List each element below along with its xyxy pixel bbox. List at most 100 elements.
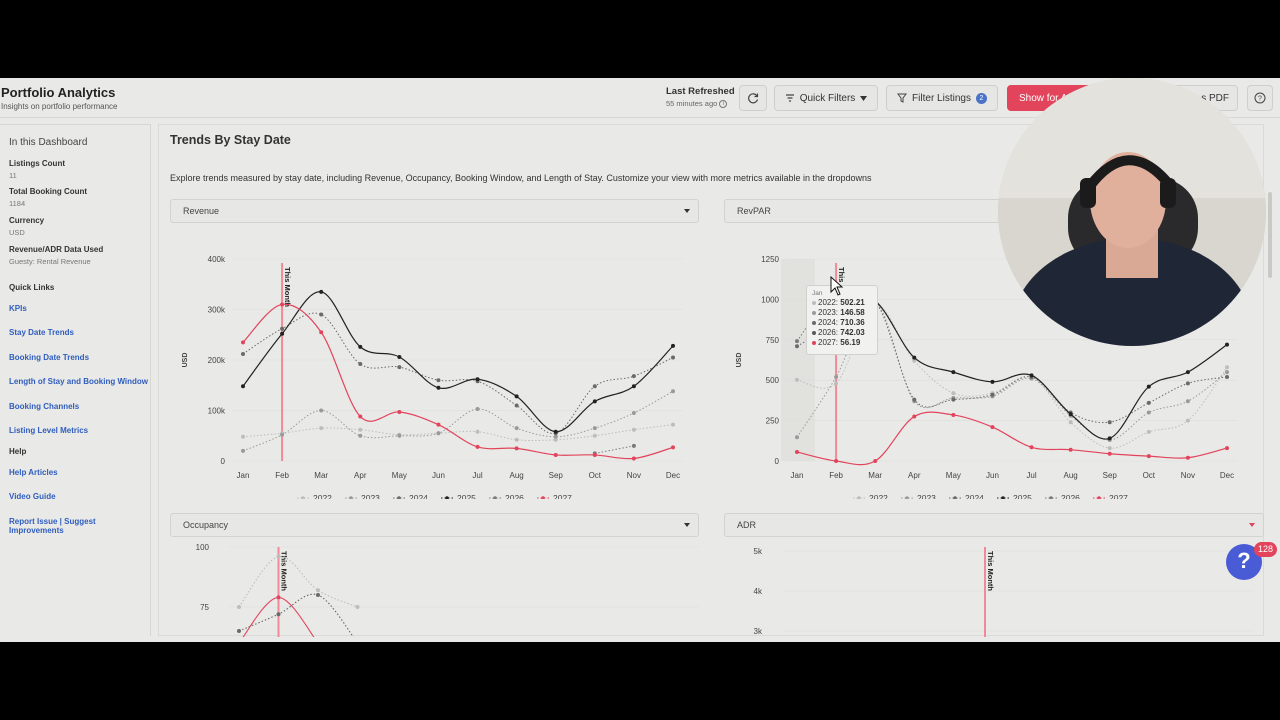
data-point-2025 [397, 354, 402, 359]
sidebar-link-report-issue[interactable]: Report Issue | Suggest Improvements [9, 517, 96, 535]
legend-label: 2027 [1109, 493, 1128, 499]
y-tick-label: 100 [196, 543, 210, 552]
series-line-2027 [242, 303, 674, 460]
sidebar-link-booking-channels[interactable]: Booking Channels [9, 402, 80, 411]
data-point-2025 [592, 399, 597, 404]
y-tick-label: 400k [208, 255, 226, 264]
data-point-2023 [280, 432, 285, 437]
legend-label: 2023 [361, 493, 380, 499]
data-point-2025 [1029, 373, 1034, 378]
adr-metric-dropdown[interactable]: ADR [724, 513, 1264, 537]
data-point-2027 [671, 445, 675, 450]
x-tick-label: Oct [1143, 471, 1156, 480]
data-point-2027 [990, 425, 995, 430]
legend-label: 2026 [1061, 493, 1080, 499]
tooltip-series-label: 2027: [818, 338, 841, 347]
legend-item-2024[interactable]: 2024 [393, 493, 428, 499]
data-point-2024 [358, 362, 363, 367]
adr-chart[interactable]: 3k 4k 5k This Month [714, 543, 1264, 637]
data-point-2024 [592, 384, 597, 389]
export-pdf-label: s PDF [1201, 92, 1229, 104]
sidebar-link-length-of-stay[interactable]: Length of Stay and Booking Window [9, 377, 149, 386]
data-point-2025 [319, 289, 324, 294]
caret-down-icon [684, 523, 690, 527]
sidebar-link-kpis[interactable]: KPIs [9, 304, 27, 313]
data-point-2024 [951, 397, 956, 402]
legend-item-2022[interactable]: 2022 [853, 493, 888, 499]
data-point-2022 [834, 381, 839, 386]
legend-item-2027[interactable]: 2027 [1093, 493, 1128, 499]
data-point-2022 [592, 433, 597, 438]
legend-item-2022[interactable]: 2022 [297, 493, 332, 499]
data-point-2025 [553, 429, 558, 434]
data-point-2025 [280, 331, 285, 336]
tooltip-series-label: 2022: [818, 298, 841, 307]
legend-item-2026[interactable]: 2026 [489, 493, 524, 499]
data-point-2025 [1225, 342, 1229, 347]
data-point-2022 [237, 605, 241, 609]
quick-filters-button[interactable]: Quick Filters [774, 85, 878, 111]
y-tick-label: 750 [766, 336, 780, 345]
legend-item-2027[interactable]: 2027 [537, 493, 572, 499]
data-point-2023 [834, 374, 839, 379]
data-point-2024 [319, 312, 324, 317]
help-chat-button[interactable]: ? [1226, 544, 1262, 580]
data-point-2022 [795, 377, 799, 382]
data-point-2024 [397, 365, 402, 370]
revenue-metric-dropdown[interactable]: Revenue [170, 199, 699, 223]
legend-label: 2024 [965, 493, 984, 499]
presenter-video-image [998, 78, 1266, 346]
data-point-2027 [1225, 446, 1229, 451]
data-point-2025 [241, 384, 245, 389]
legend-item-2023[interactable]: 2023 [345, 493, 380, 499]
legend-label: 2026 [505, 493, 524, 499]
x-tick-label: Mar [868, 471, 882, 480]
series-line-2027 [796, 411, 1228, 466]
data-point-2027 [631, 456, 636, 461]
chart-tooltip: Jan 2022: 502.21 2023: 146.58 2024: 710.36… [806, 285, 878, 355]
legend-item-2025[interactable]: 2025 [441, 493, 476, 499]
x-tick-label: Dec [666, 471, 680, 480]
revenue-chart[interactable]: 0 100k 200k 300k 400k USD Jan Feb Mar Apr May Jun Ju… [159, 229, 704, 499]
data-point-2027 [276, 595, 281, 600]
caret-down-icon [1249, 523, 1255, 527]
filter-listings-button[interactable]: Filter Listings 2 [886, 85, 998, 111]
sidebar: In this Dashboard Listings Count 11 Tota… [0, 124, 151, 636]
series-dot-icon [812, 330, 816, 335]
legend-item-2026[interactable]: 2026 [1045, 493, 1080, 499]
data-point-2022 [671, 422, 675, 427]
data-point-2025 [1146, 384, 1151, 389]
data-point-2025 [475, 377, 480, 382]
x-tick-label: Nov [1181, 471, 1195, 480]
caret-down-icon [860, 95, 868, 101]
sidebar-link-booking-date-trends[interactable]: Booking Date Trends [9, 353, 90, 362]
data-point-2024 [514, 403, 519, 408]
legend-dot [445, 496, 449, 499]
legend-label: 2023 [917, 493, 936, 499]
data-point-2027 [358, 414, 363, 419]
scrollbar[interactable] [1266, 124, 1274, 636]
x-tick-label: Feb [275, 471, 289, 480]
sidebar-link-video-guide[interactable]: Video Guide [9, 492, 56, 501]
data-point-2027 [514, 446, 519, 451]
legend-dot [953, 496, 957, 499]
x-tick-label: Dec [1220, 471, 1234, 480]
sidebar-link-help-articles[interactable]: Help Articles [9, 468, 58, 477]
help-button[interactable]: ? [1247, 85, 1273, 111]
sidebar-link-listing-level-metrics[interactable]: Listing Level Metrics [9, 426, 89, 435]
info-icon[interactable]: i [719, 100, 728, 109]
legend-item-2023[interactable]: 2023 [901, 493, 936, 499]
occupancy-metric-dropdown[interactable]: Occupancy [170, 513, 699, 537]
refresh-button[interactable] [739, 85, 767, 111]
scrollbar-thumb[interactable] [1268, 192, 1272, 278]
sidebar-link-stay-date-trends[interactable]: Stay Date Trends [9, 328, 74, 337]
page-subtitle: Insights on portfolio performance [1, 102, 118, 111]
legend-item-2025[interactable]: 2025 [997, 493, 1032, 499]
occupancy-dropdown-label: Occupancy [183, 520, 229, 530]
occupancy-chart[interactable]: 75 100 This Month [159, 543, 704, 637]
data-point-2022 [475, 429, 480, 434]
legend-item-2024[interactable]: 2024 [949, 493, 984, 499]
data-point-2025 [912, 355, 917, 360]
last-refreshed-time: 55 minutes ago i [666, 99, 735, 109]
y-tick-label: 0 [775, 457, 780, 466]
